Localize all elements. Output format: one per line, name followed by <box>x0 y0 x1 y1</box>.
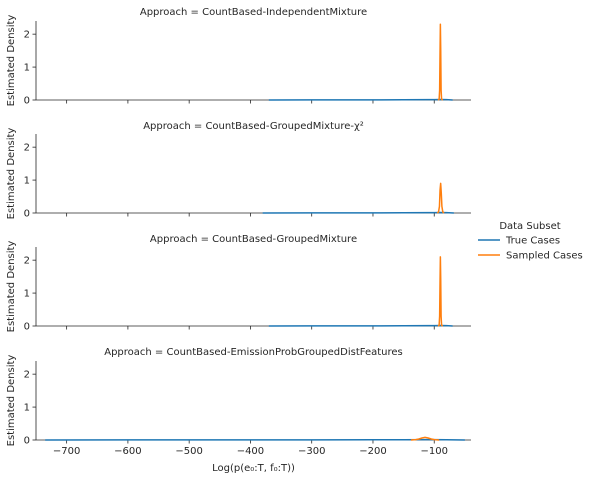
legend-label: True Cases <box>505 236 560 247</box>
y-tick-label: 2 <box>24 256 30 267</box>
sampled-cases-density-line <box>437 23 444 101</box>
x-tick-label: −100 <box>421 446 448 457</box>
y-tick-label: 1 <box>24 176 30 187</box>
legend-title: Data Subset <box>499 221 560 232</box>
x-axis-label: Log(p(e₀:T, f₀:T)) <box>212 463 295 474</box>
x-tick-label: −700 <box>53 446 80 457</box>
y-axis-label: Estimated Density <box>6 241 17 333</box>
y-tick-label: 2 <box>24 370 30 381</box>
panel-title: Approach = CountBased-GroupedMixture <box>150 234 357 245</box>
y-axis-label: Estimated Density <box>6 15 17 107</box>
x-tick-label: −200 <box>359 446 386 457</box>
sampled-cases-density-line <box>436 182 445 214</box>
y-tick-label: 2 <box>24 30 30 41</box>
y-tick-label: 0 <box>24 209 30 220</box>
y-tick-label: 0 <box>24 96 30 107</box>
y-tick-label: 1 <box>24 63 30 74</box>
panel-title: Approach = CountBased-EmissionProbGroupe… <box>104 347 403 358</box>
sampled-cases-density-line <box>437 256 444 327</box>
x-tick-label: −600 <box>114 446 141 457</box>
panel-title: Approach = CountBased-IndependentMixture <box>140 7 367 18</box>
y-tick-label: 1 <box>24 403 30 414</box>
y-axis-label: Estimated Density <box>6 128 17 220</box>
sampled-cases-density-line <box>410 436 440 441</box>
x-tick-label: −300 <box>298 446 325 457</box>
x-tick-label: −500 <box>175 446 202 457</box>
y-tick-label: 2 <box>24 143 30 154</box>
y-axis-label: Estimated Density <box>6 355 17 447</box>
y-tick-label: 0 <box>24 322 30 333</box>
y-tick-label: 1 <box>24 289 30 300</box>
x-tick-label: −400 <box>237 446 264 457</box>
panel-title: Approach = CountBased-GroupedMixture-χ² <box>143 121 364 132</box>
y-tick-label: 0 <box>24 436 30 447</box>
legend-label: Sampled Cases <box>506 251 583 262</box>
